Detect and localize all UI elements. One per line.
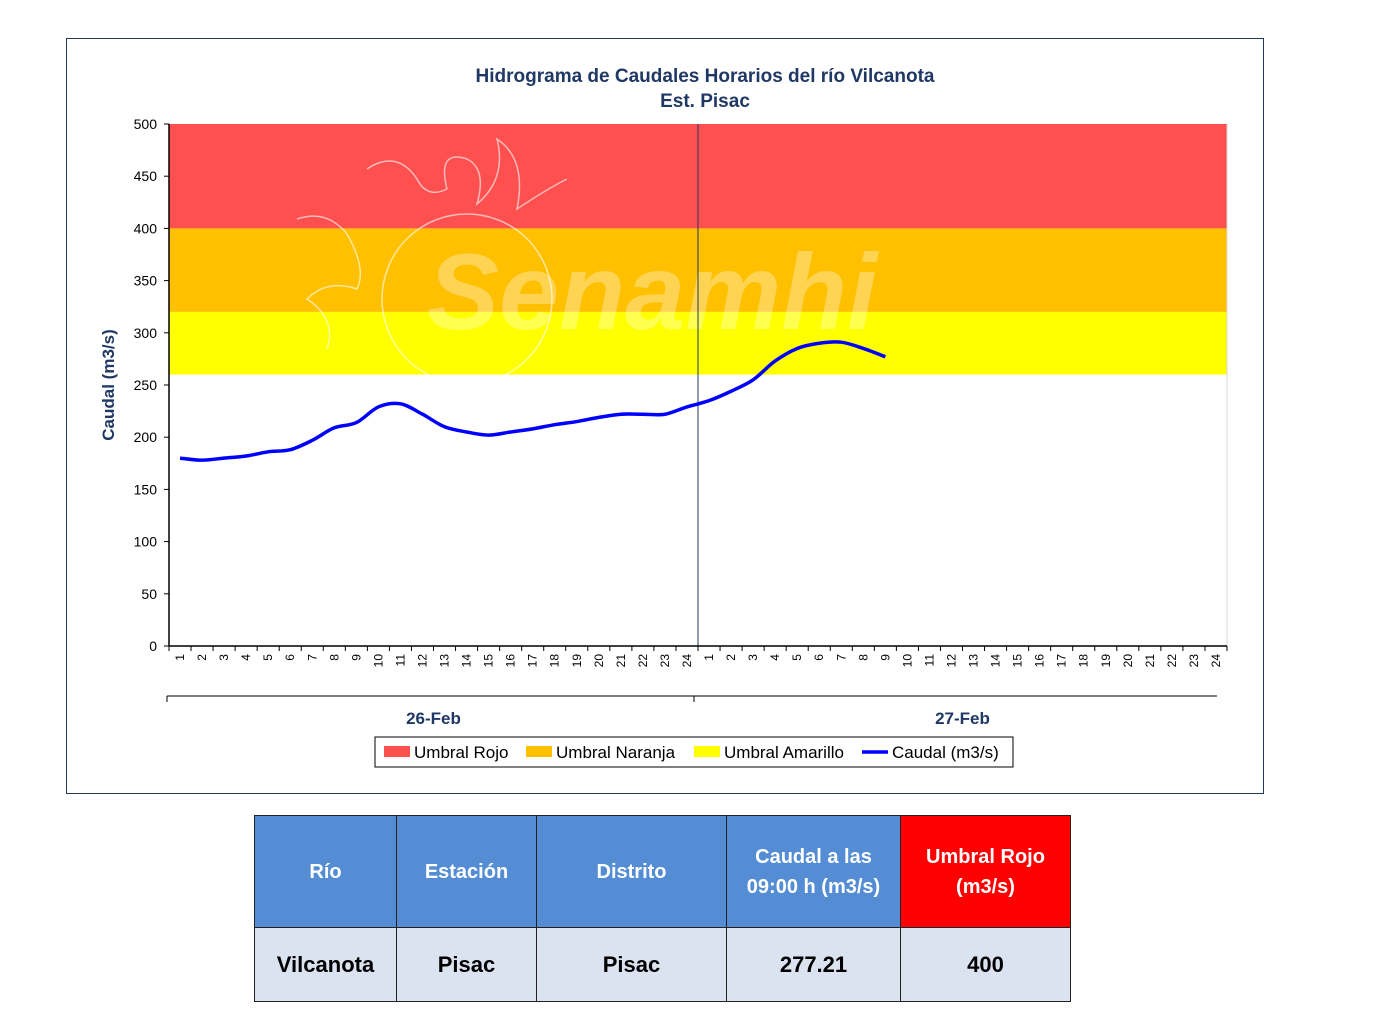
y-tick-label: 50: [141, 586, 157, 602]
x-tick-label: 15: [1011, 654, 1025, 668]
legend: Umbral Rojo Umbral Naranja Umbral Amarillo…: [374, 736, 1014, 768]
x-tick-label: 5: [790, 654, 804, 661]
y-tick-label: 300: [134, 325, 158, 341]
x-tick-label: 16: [1033, 654, 1047, 668]
table-header-row: Río Estación Distrito Caudal a las 09:00 …: [254, 815, 1071, 928]
x-tick-label: 18: [548, 654, 562, 668]
cell-distrito: Pisac: [536, 927, 727, 1002]
header-line: Caudal a las: [755, 845, 872, 868]
x-tick-label: 22: [1165, 654, 1179, 668]
legend-label: Umbral Naranja: [556, 743, 676, 762]
legend-label: Caudal (m3/s): [892, 743, 999, 762]
legend-label: Umbral Amarillo: [724, 743, 844, 762]
cell-umbral-rojo: 400: [900, 927, 1071, 1002]
day-label: 27-Feb: [935, 709, 990, 728]
x-tick-label: 11: [393, 654, 407, 667]
x-tick-label: 24: [1209, 654, 1223, 668]
legend-swatch: [384, 746, 410, 757]
x-tick-label: 17: [526, 654, 540, 668]
x-tick-label: 14: [460, 654, 474, 668]
x-tick-label: 24: [680, 654, 694, 668]
x-tick-label: 7: [834, 654, 848, 661]
y-tick-label: 150: [134, 481, 158, 497]
x-tick-label: 3: [217, 654, 231, 661]
y-tick-label: 350: [134, 273, 158, 289]
summary-table: Río Estación Distrito Caudal a las 09:00 …: [254, 815, 1071, 1002]
x-tick-label: 1: [702, 654, 716, 661]
x-tick-label: 20: [592, 654, 606, 668]
x-tick-label: 21: [1143, 654, 1157, 668]
x-tick-label: 7: [305, 654, 319, 661]
header-distrito: Distrito: [536, 815, 727, 928]
y-axis-label: Caudal (m3/s): [99, 329, 118, 440]
header-caudal: Caudal a las 09:00 h (m3/s): [726, 815, 901, 928]
x-tick-label: 13: [967, 654, 981, 668]
watermark-text: Senamhi: [427, 231, 879, 352]
x-tick-label: 1: [173, 654, 187, 661]
x-tick-label: 9: [349, 654, 363, 661]
x-tick-label: 19: [570, 654, 584, 668]
table-row: Vilcanota Pisac Pisac 277.21 400: [254, 927, 1071, 1002]
legend-label: Umbral Rojo: [414, 743, 508, 762]
x-tick-label: 22: [636, 654, 650, 668]
header-umbral-rojo: Umbral Rojo (m3/s): [900, 815, 1071, 928]
y-tick-label: 400: [134, 220, 158, 236]
chart-title: Hidrograma de Caudales Horarios del río …: [476, 66, 935, 87]
x-tick-label: 14: [989, 654, 1003, 668]
x-tick-label: 23: [658, 654, 672, 668]
y-tick-label: 0: [149, 638, 157, 654]
y-tick-label: 100: [134, 534, 158, 550]
x-tick-label: 4: [239, 654, 253, 661]
x-tick-label: 21: [614, 654, 628, 668]
x-tick-label: 12: [944, 654, 958, 668]
chart-frame: Senamhi 0 50 100 150 200 250 300 350 400 450 500 1 2…: [66, 38, 1264, 794]
header-line: 09:00 h (m3/s): [746, 875, 881, 898]
x-tick-label: 18: [1077, 654, 1091, 668]
y-tick-label: 500: [134, 116, 158, 132]
senamhi-watermark: Senamhi: [296, 137, 879, 401]
header-line: Distrito: [596, 860, 667, 883]
x-tick-label: 20: [1121, 654, 1135, 668]
x-tick-label: 16: [504, 654, 518, 668]
header-line: (m3/s): [956, 875, 1015, 898]
x-tick-label: 23: [1187, 654, 1201, 668]
day-label: 26-Feb: [406, 709, 461, 728]
x-tick-label: 4: [768, 654, 782, 661]
x-tick-label: 17: [1055, 654, 1069, 668]
x-tick-label: 8: [327, 654, 341, 661]
x-tick-label: 5: [261, 654, 275, 661]
x-tick-label: 12: [415, 654, 429, 668]
x-tick-label: 6: [283, 654, 297, 661]
x-tick-label: 3: [746, 654, 760, 661]
x-tick-label: 2: [195, 654, 209, 661]
header-line: Río: [309, 860, 342, 883]
x-tick-label: 15: [482, 654, 496, 668]
x-tick-label: 2: [724, 654, 738, 661]
cell-estacion: Pisac: [396, 927, 537, 1002]
y-tick-label: 450: [134, 168, 158, 184]
cell-caudal: 277.21: [726, 927, 901, 1002]
legend-swatch: [694, 746, 720, 757]
x-tick-label: 8: [856, 654, 870, 661]
x-tick-label: 9: [878, 654, 892, 661]
y-tick-label: 250: [134, 377, 158, 393]
cell-rio: Vilcanota: [254, 927, 397, 1002]
x-tick-label: 6: [812, 654, 826, 661]
x-tick-label: 11: [922, 654, 936, 667]
y-tick-label: 200: [134, 429, 158, 445]
header-estacion: Estación: [396, 815, 537, 928]
header-rio: Río: [254, 815, 397, 928]
header-line: Estación: [424, 860, 509, 883]
x-tick-label: 13: [438, 654, 452, 668]
header-line: Umbral Rojo: [926, 845, 1045, 868]
x-tick-label: 10: [900, 654, 914, 668]
legend-swatch: [526, 746, 552, 757]
x-tick-label: 19: [1099, 654, 1113, 668]
chart-subtitle: Est. Pisac: [660, 91, 750, 112]
x-tick-label: 10: [371, 654, 385, 668]
